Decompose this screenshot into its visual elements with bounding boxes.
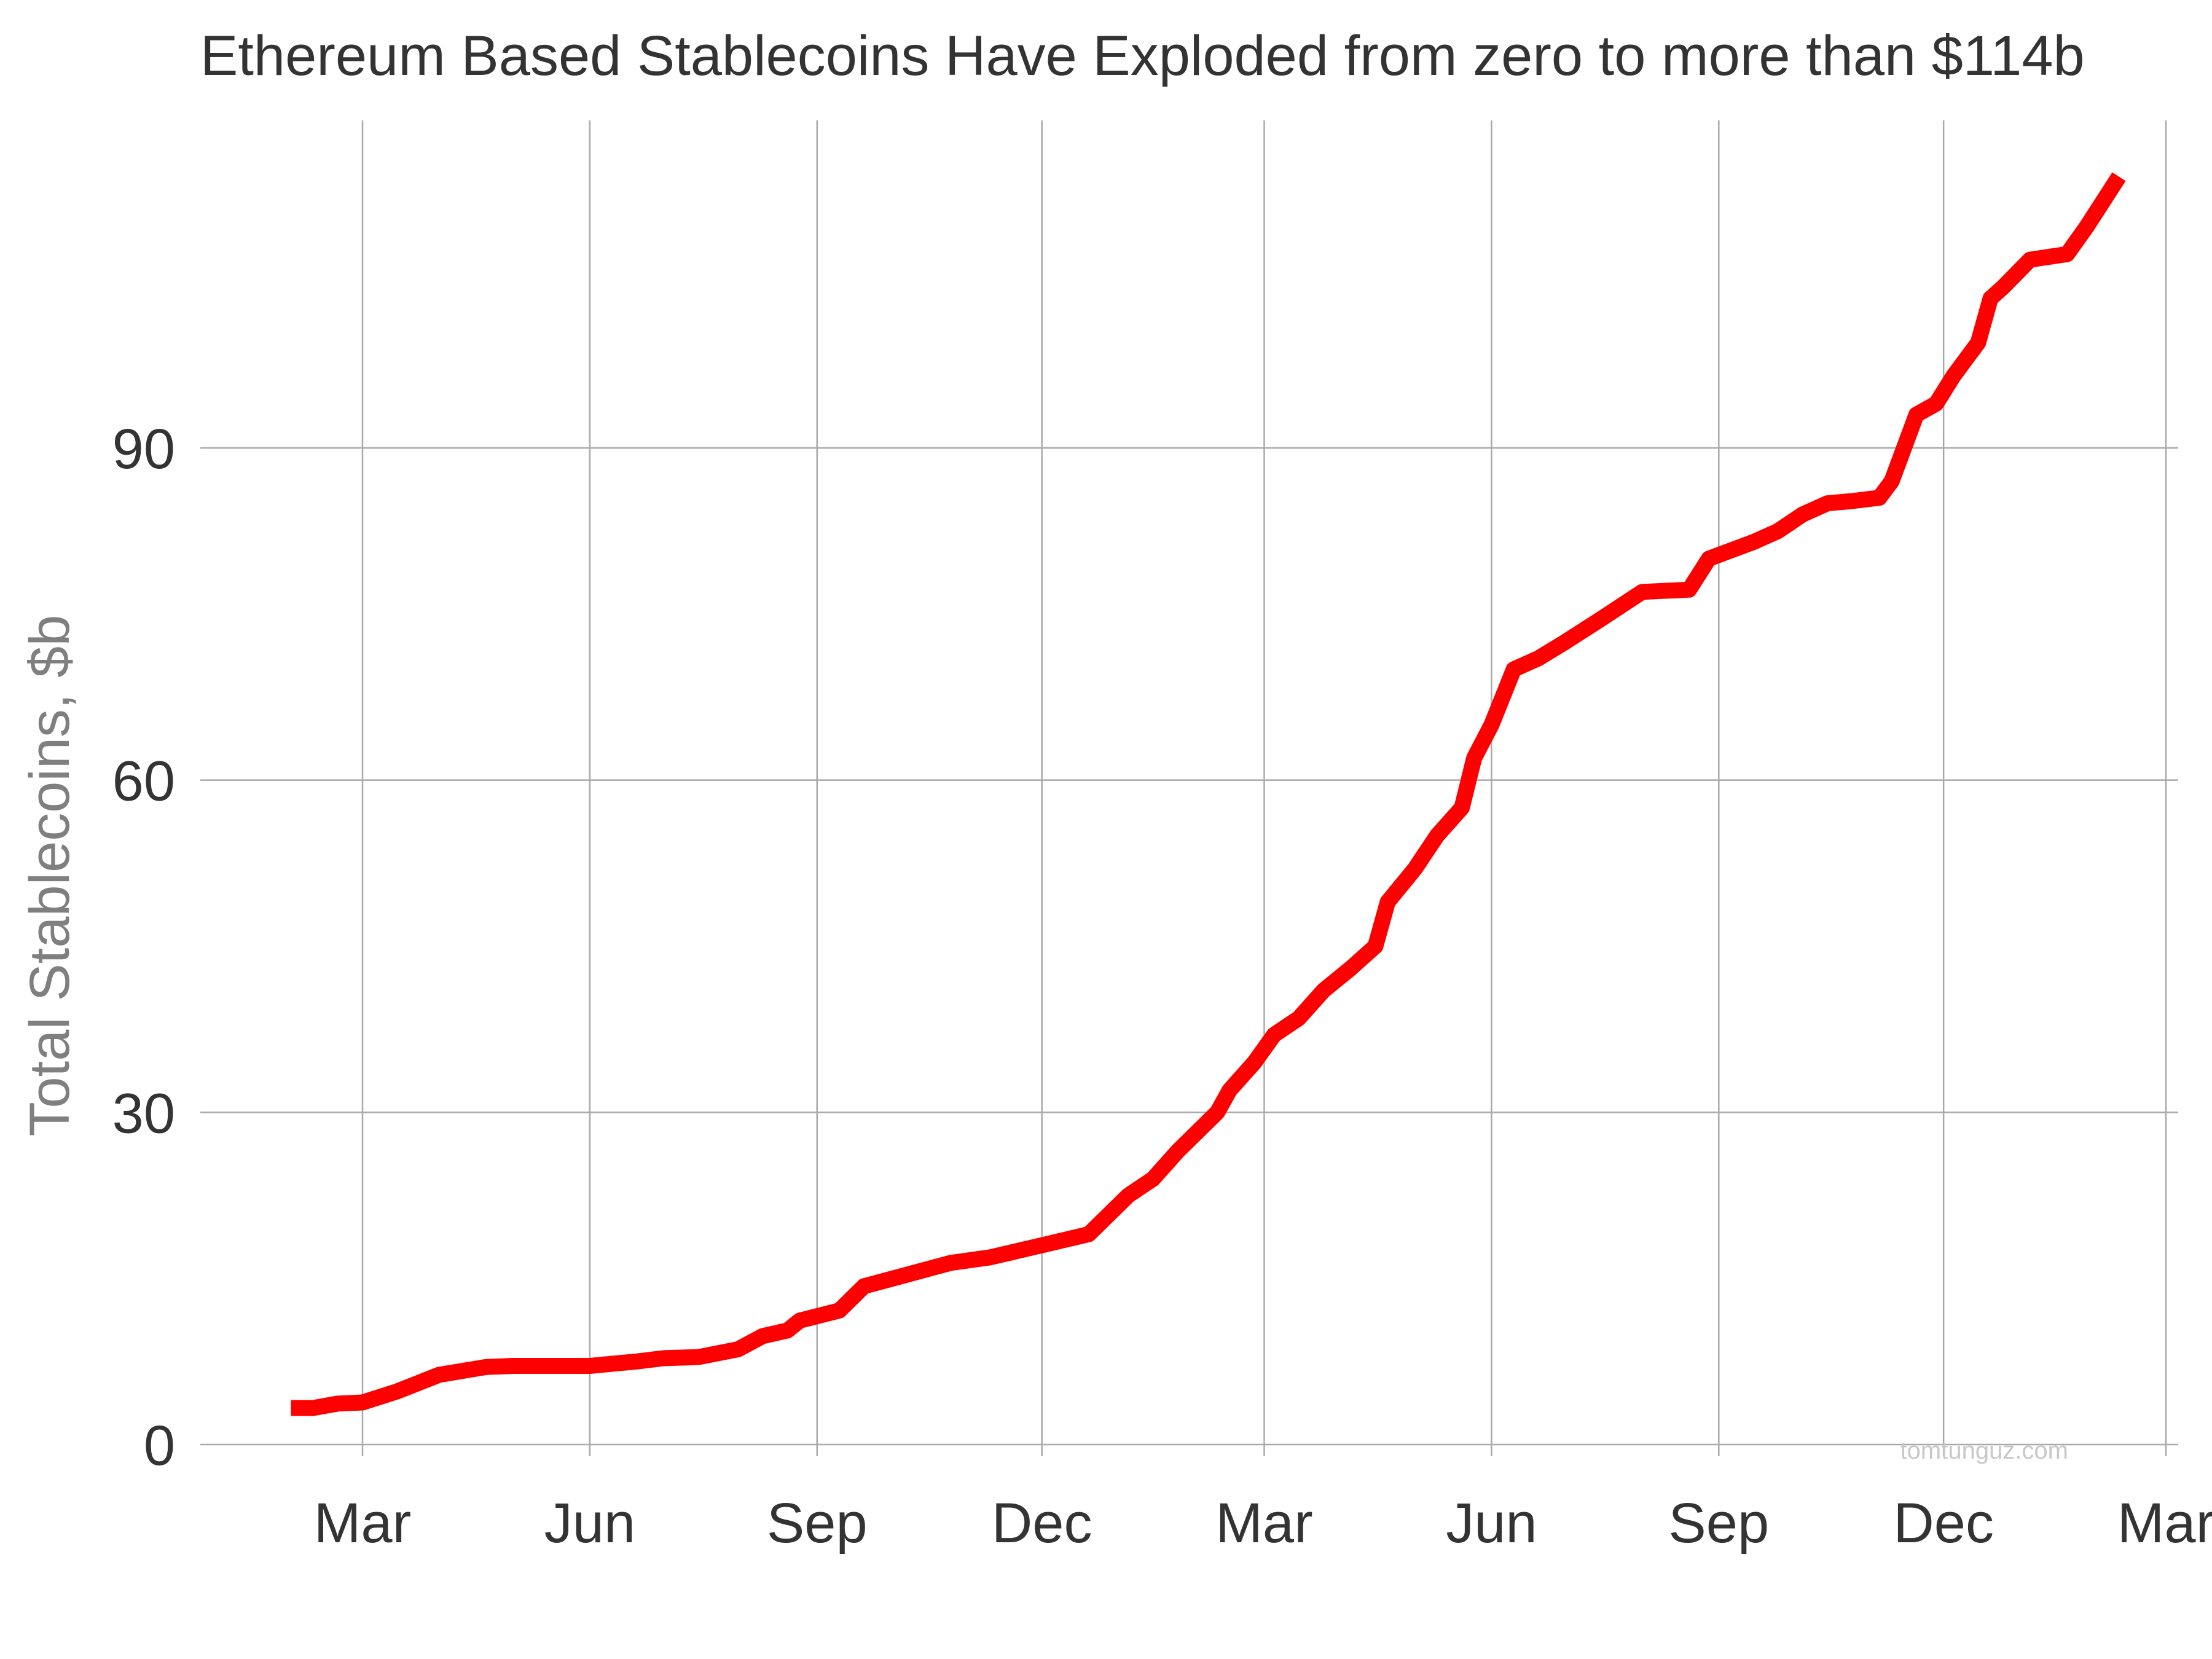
series-line-0 [291,172,2126,1416]
x-tick-label-8: Mar [2117,1492,2212,1555]
chart-title: Ethereum Based Stablecoins Have Exploded… [200,25,2085,87]
tick-labels: 0 30 60 90 Mar Jun Sep Dec Mar Jun Sep Dec Mar [112,418,2212,1555]
x-tick-label-1: Jun [544,1492,635,1555]
x-tick-label-3: Dec [992,1492,1092,1555]
grid-lines [200,120,2178,1456]
series-layer [291,172,2126,1416]
x-tick-label-6: Sep [1668,1492,1769,1555]
y-tick-label-60: 60 [112,750,175,813]
x-tick-label-4: Mar [1215,1492,1312,1555]
x-tick-label-5: Jun [1446,1492,1537,1555]
y-tick-label-90: 90 [112,418,175,480]
y-tick-label-0: 0 [144,1414,175,1477]
x-tick-label-0: Mar [314,1492,411,1555]
y-tick-label-30: 30 [112,1082,175,1145]
x-tick-label-7: Dec [1893,1492,1994,1555]
y-axis-label: Total Stablecoins, $b [18,615,81,1137]
x-tick-label-2: Sep [767,1492,868,1555]
watermark: tomtunguz.com [1900,1437,2068,1464]
